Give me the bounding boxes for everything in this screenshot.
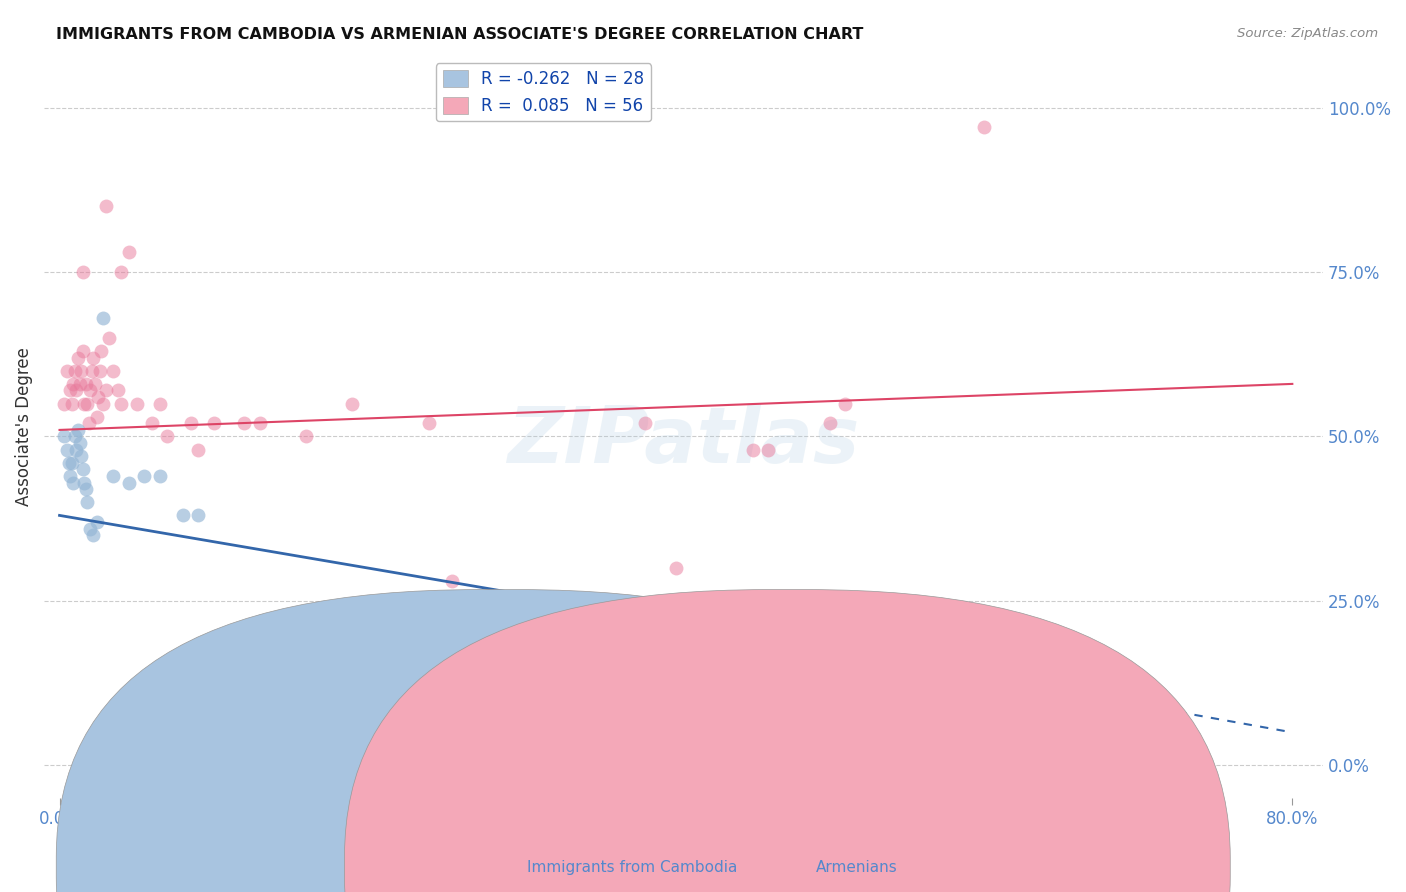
Point	[973, 120, 995, 135]
Point	[179, 417, 201, 431]
Text: ZIPatlas: ZIPatlas	[508, 403, 859, 480]
Point	[89, 364, 111, 378]
Point	[66, 351, 89, 365]
Point	[73, 396, 96, 410]
Point	[70, 449, 93, 463]
Point	[76, 396, 98, 410]
Point	[66, 423, 89, 437]
Point	[59, 469, 82, 483]
Point	[65, 384, 87, 398]
Point	[249, 417, 271, 431]
Point	[69, 376, 91, 391]
Point	[82, 351, 104, 365]
Point	[742, 442, 765, 457]
Point	[134, 469, 156, 483]
Point	[70, 364, 93, 378]
Point	[91, 311, 114, 326]
Point	[80, 364, 103, 378]
Point	[271, 614, 294, 628]
Point	[758, 442, 780, 457]
Text: IMMIGRANTS FROM CAMBODIA VS ARMENIAN ASSOCIATE'S DEGREE CORRELATION CHART: IMMIGRANTS FROM CAMBODIA VS ARMENIAN ASS…	[56, 27, 863, 42]
Point	[818, 417, 841, 431]
Point	[172, 508, 194, 523]
Point	[84, 376, 107, 391]
Point	[60, 396, 83, 410]
Point	[441, 574, 464, 589]
Point	[73, 475, 96, 490]
Point	[86, 409, 108, 424]
Point	[149, 469, 172, 483]
Point	[202, 417, 225, 431]
Point	[60, 456, 83, 470]
Point	[87, 390, 110, 404]
Point	[118, 475, 141, 490]
Point	[110, 396, 132, 410]
Point	[56, 442, 79, 457]
Y-axis label: Associate's Degree: Associate's Degree	[15, 347, 32, 506]
Point	[141, 417, 163, 431]
Point	[187, 442, 209, 457]
Point	[233, 417, 256, 431]
Point	[834, 396, 856, 410]
Point	[63, 429, 86, 443]
Point	[295, 429, 318, 443]
Point	[510, 614, 533, 628]
Point	[94, 199, 117, 213]
Point	[69, 436, 91, 450]
Point	[75, 482, 97, 496]
Point	[156, 429, 179, 443]
Point	[82, 528, 104, 542]
Point	[79, 384, 101, 398]
Text: Source: ZipAtlas.com: Source: ZipAtlas.com	[1237, 27, 1378, 40]
Text: Immigrants from Cambodia: Immigrants from Cambodia	[527, 860, 738, 874]
Point	[72, 265, 94, 279]
Point	[149, 396, 172, 410]
Point	[103, 469, 125, 483]
Point	[53, 396, 76, 410]
Point	[249, 614, 271, 628]
Legend: R = -0.262   N = 28, R =  0.085   N = 56: R = -0.262 N = 28, R = 0.085 N = 56	[436, 63, 651, 121]
Point	[94, 384, 117, 398]
Point	[665, 561, 688, 575]
Point	[72, 462, 94, 476]
Point	[72, 344, 94, 359]
Point	[342, 396, 364, 410]
Point	[418, 417, 440, 431]
Point	[58, 456, 80, 470]
Point	[526, 614, 548, 628]
Point	[107, 384, 129, 398]
Point	[125, 396, 148, 410]
Point	[103, 364, 125, 378]
Point	[62, 475, 84, 490]
Point	[97, 331, 120, 345]
Point	[77, 417, 100, 431]
Point	[59, 384, 82, 398]
Point	[110, 265, 132, 279]
Point	[56, 364, 79, 378]
Point	[65, 442, 87, 457]
Point	[187, 508, 209, 523]
Point	[387, 725, 409, 739]
Point	[62, 376, 84, 391]
Point	[75, 376, 97, 391]
Point	[76, 495, 98, 509]
Point	[63, 364, 86, 378]
Point	[90, 344, 112, 359]
Point	[79, 522, 101, 536]
Point	[53, 429, 76, 443]
Text: Armenians: Armenians	[815, 860, 897, 874]
Point	[118, 245, 141, 260]
Point	[91, 396, 114, 410]
Point	[86, 515, 108, 529]
Point	[634, 417, 657, 431]
